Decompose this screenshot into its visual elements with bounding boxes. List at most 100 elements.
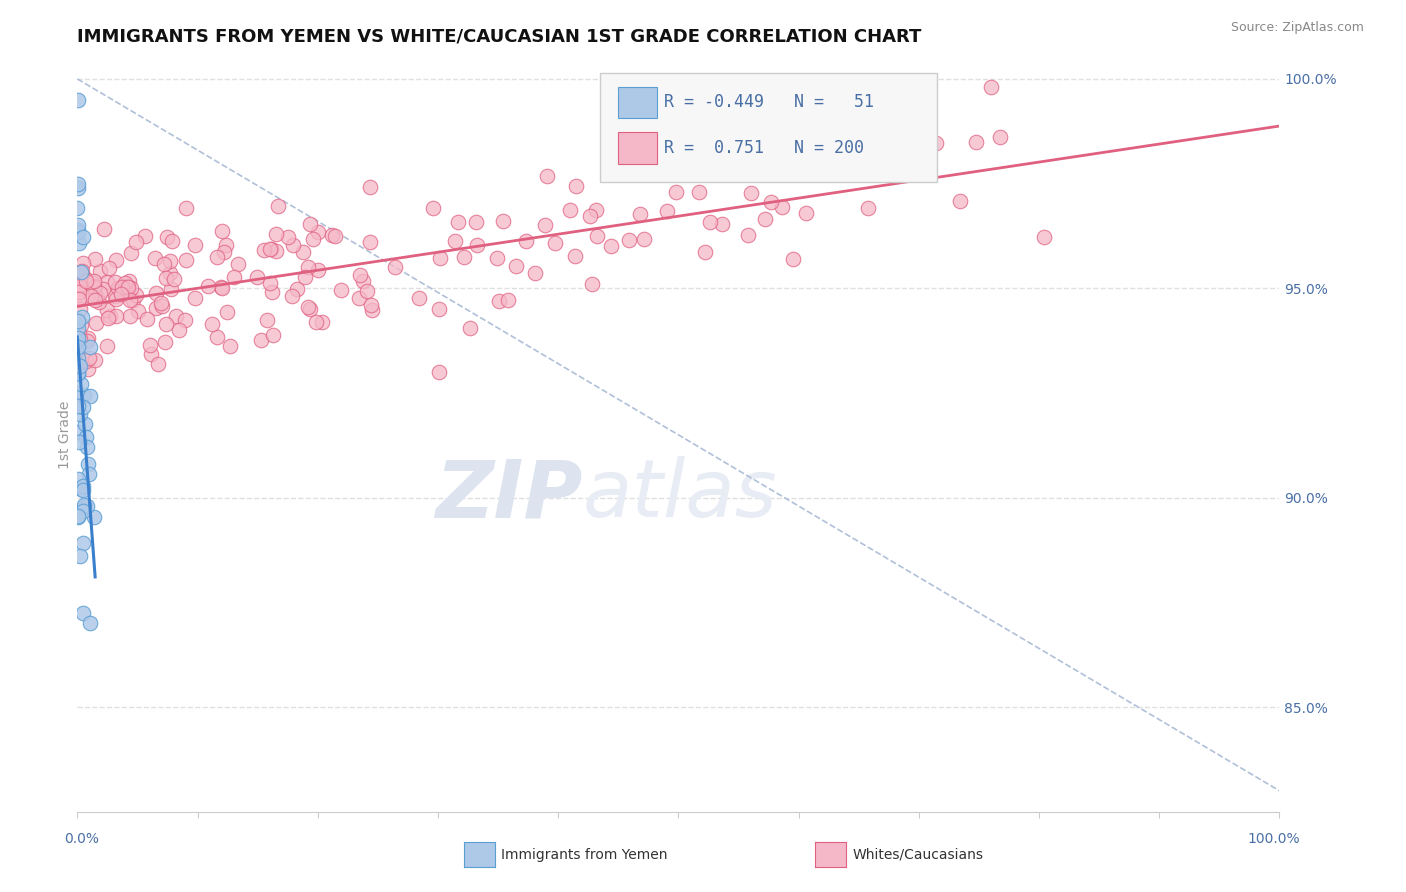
Point <box>422 201 444 215</box>
Point <box>70 376 93 391</box>
Point <box>323 229 346 244</box>
Point <box>76 440 98 454</box>
Point <box>156 230 179 244</box>
Point <box>84 293 107 307</box>
Point <box>146 357 169 371</box>
Point <box>297 300 319 314</box>
Point <box>69 549 91 563</box>
Point <box>205 329 228 343</box>
Point <box>83 353 105 368</box>
Point <box>83 288 105 302</box>
Point <box>211 224 233 238</box>
Point <box>77 331 100 345</box>
Point <box>84 278 107 293</box>
Point <box>949 194 972 208</box>
Point <box>163 271 186 285</box>
Point <box>111 280 134 294</box>
Point <box>169 323 191 337</box>
Point <box>75 274 97 288</box>
Point <box>67 326 90 341</box>
FancyBboxPatch shape <box>619 132 657 163</box>
Point <box>617 233 640 247</box>
Point <box>754 211 776 226</box>
Point <box>75 272 97 286</box>
Point <box>89 264 111 278</box>
Point <box>107 281 129 295</box>
Point <box>118 293 141 308</box>
Point <box>67 435 90 450</box>
Point <box>564 178 586 193</box>
Point <box>496 293 519 307</box>
Point <box>67 285 90 299</box>
Point <box>259 242 281 256</box>
Point <box>427 365 450 379</box>
Point <box>153 335 176 350</box>
Point <box>253 244 276 258</box>
Point <box>139 337 162 351</box>
Point <box>96 311 118 326</box>
Point <box>264 227 287 241</box>
Point <box>262 327 284 342</box>
Point <box>155 271 177 285</box>
Point <box>67 314 90 328</box>
Point <box>796 206 818 220</box>
Text: Immigrants from Yemen: Immigrants from Yemen <box>501 847 666 862</box>
Point <box>287 282 309 296</box>
Point <box>120 245 142 260</box>
Point <box>298 301 321 316</box>
Point <box>330 283 353 297</box>
Point <box>600 238 623 252</box>
Point <box>256 313 278 327</box>
Point <box>66 340 89 354</box>
Point <box>693 244 716 259</box>
Point <box>125 235 148 250</box>
Point <box>523 266 546 280</box>
Point <box>72 479 94 493</box>
Point <box>299 217 322 231</box>
Point <box>585 202 607 217</box>
Point <box>464 215 486 229</box>
Point <box>657 203 679 218</box>
Point <box>67 425 90 439</box>
Text: 0.0%: 0.0% <box>65 832 98 846</box>
Point <box>66 201 89 215</box>
Point <box>222 269 245 284</box>
Point <box>534 219 557 233</box>
Point <box>120 281 142 295</box>
Point <box>297 260 319 275</box>
Point <box>302 232 325 246</box>
Point <box>114 277 136 291</box>
Point <box>201 317 224 331</box>
Point <box>70 267 93 281</box>
Point <box>740 186 762 200</box>
Point <box>586 228 609 243</box>
Point <box>66 351 89 365</box>
Point <box>83 280 105 294</box>
Point <box>360 298 382 312</box>
FancyBboxPatch shape <box>619 87 657 119</box>
Point <box>67 333 90 347</box>
Point <box>104 289 127 303</box>
Point <box>965 135 987 149</box>
Text: Source: ZipAtlas.com: Source: ZipAtlas.com <box>1230 21 1364 34</box>
Point <box>98 261 121 276</box>
Point <box>581 277 603 291</box>
Point <box>67 293 90 307</box>
Point <box>359 180 381 194</box>
Point <box>488 294 510 309</box>
Text: R = -0.449   N =   51: R = -0.449 N = 51 <box>664 94 875 112</box>
Point <box>103 276 125 290</box>
Point <box>281 237 304 252</box>
Point <box>560 202 582 217</box>
Point <box>124 287 146 301</box>
Point <box>544 236 567 251</box>
Point <box>118 274 141 288</box>
Point <box>465 238 488 252</box>
Point <box>628 207 651 221</box>
Point <box>352 274 374 288</box>
Point <box>77 457 100 471</box>
Point <box>515 235 537 249</box>
Point <box>67 235 90 250</box>
Point <box>152 257 174 271</box>
Point <box>79 389 101 403</box>
